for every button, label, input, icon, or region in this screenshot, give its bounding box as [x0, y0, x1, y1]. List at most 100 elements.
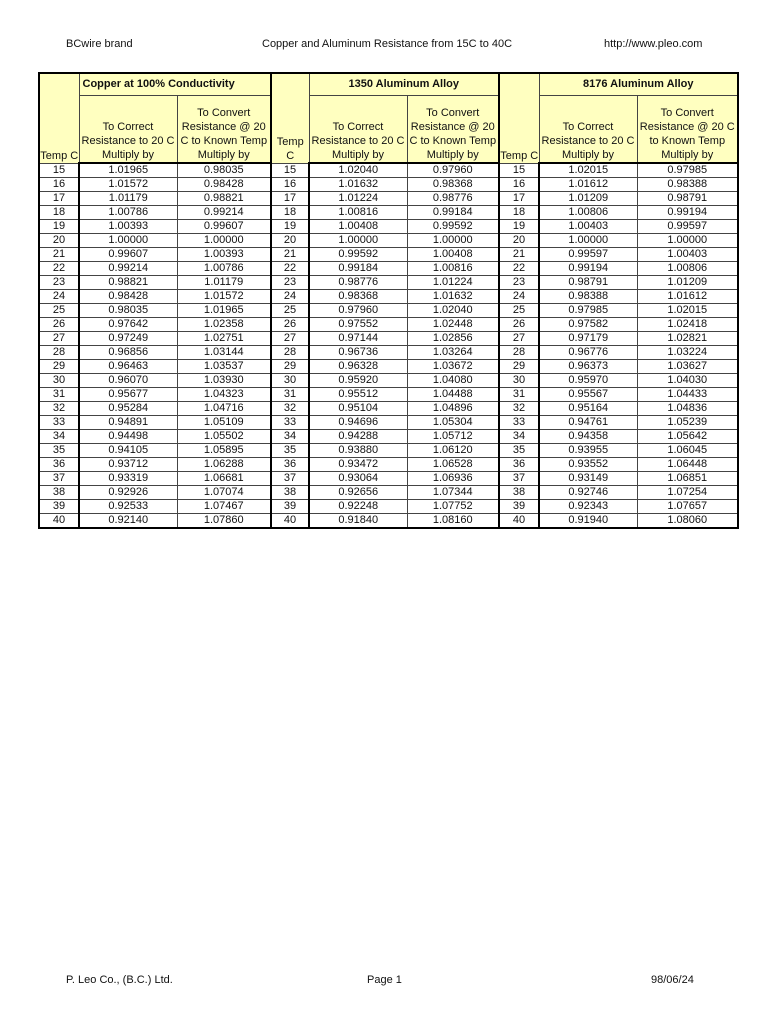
temp-cell: 33 [270, 415, 310, 430]
al8176-convert-cell: 1.06448 [636, 457, 739, 472]
copper-correct-cell: 0.97249 [78, 331, 178, 346]
copper-convert-cell: 1.05895 [176, 443, 272, 458]
temp-cell: 40 [270, 513, 310, 529]
temp-cell: 25 [498, 303, 540, 318]
temp-cell: 15 [498, 162, 540, 178]
copper-correct-cell: 1.00000 [78, 233, 178, 248]
temp-cell: 31 [498, 387, 540, 402]
al1350-convert-cell: 0.98368 [406, 177, 500, 192]
table-row: 25 0.98035 1.01965 25 0.97960 1.02040 25 0.9798… [38, 303, 739, 318]
copper-convert-cell: 1.03537 [176, 359, 272, 374]
table-row: 20 1.00000 1.00000 20 1.00000 1.00000 20 1.0000… [38, 233, 739, 248]
header-title: Copper and Aluminum Resistance from 15C … [262, 38, 513, 50]
copper-convert-cell: 0.99607 [176, 219, 272, 234]
table-row: 21 0.99607 1.00393 21 0.99592 1.00408 21 0.9959… [38, 247, 739, 262]
al1350-correct-cell: 0.94696 [308, 415, 408, 430]
al1350-correct-cell: 0.98368 [308, 289, 408, 304]
copper-correct-cell: 1.00786 [78, 205, 178, 220]
al1350-correct-cell: 1.01224 [308, 191, 408, 206]
col-convert-header: To Convert Resistance @ 20 C to Known Te… [176, 95, 272, 164]
al1350-convert-cell: 1.06528 [406, 457, 500, 472]
temp-cell: 21 [270, 247, 310, 262]
al1350-convert-cell: 1.03672 [406, 359, 500, 374]
temp-cell: 34 [498, 429, 540, 444]
temp-cell: 23 [270, 275, 310, 290]
al1350-convert-cell: 0.97960 [406, 162, 500, 178]
temp-cell: 37 [38, 471, 80, 486]
table-row: 34 0.94498 1.05502 34 0.94288 1.05712 34 0.9435… [38, 429, 739, 444]
al8176-convert-cell: 1.03627 [636, 359, 739, 374]
al8176-correct-cell: 1.02015 [538, 162, 638, 178]
al1350-convert-cell: 1.05712 [406, 429, 500, 444]
temp-cell: 25 [270, 303, 310, 318]
temp-cell: 37 [498, 471, 540, 486]
temp-cell: 16 [38, 177, 80, 192]
al1350-correct-cell: 0.91840 [308, 513, 408, 529]
al1350-convert-cell: 0.99184 [406, 205, 500, 220]
al1350-convert-cell: 1.01632 [406, 289, 500, 304]
header-url: http://www.pleo.com [604, 38, 703, 50]
copper-correct-cell: 0.94105 [78, 443, 178, 458]
al1350-correct-cell: 0.93880 [308, 443, 408, 458]
temp-cell: 28 [498, 345, 540, 360]
al1350-convert-cell: 1.00816 [406, 261, 500, 276]
al8176-convert-cell: 1.05642 [636, 429, 739, 444]
al1350-convert-cell: 1.04080 [406, 373, 500, 388]
temp-cell: 39 [38, 499, 80, 514]
temp-cell: 29 [498, 359, 540, 374]
al1350-correct-cell: 0.92248 [308, 499, 408, 514]
copper-correct-cell: 0.92140 [78, 513, 178, 529]
footer-company: P. Leo Co., (B.C.) Ltd. [66, 974, 173, 986]
temp-cell: 17 [270, 191, 310, 206]
copper-correct-cell: 0.97642 [78, 317, 178, 332]
al8176-convert-cell: 1.04836 [636, 401, 739, 416]
copper-correct-cell: 0.93712 [78, 457, 178, 472]
al1350-convert-cell: 0.98776 [406, 191, 500, 206]
temp-cell: 26 [498, 317, 540, 332]
al8176-correct-cell: 0.95164 [538, 401, 638, 416]
temp-cell: 24 [270, 289, 310, 304]
al1350-convert-cell: 1.06936 [406, 471, 500, 486]
al1350-correct-cell: 0.96328 [308, 359, 408, 374]
copper-correct-cell: 0.94498 [78, 429, 178, 444]
al8176-correct-cell: 0.95970 [538, 373, 638, 388]
table-row: 32 0.95284 1.04716 32 0.95104 1.04896 32 0.9516… [38, 401, 739, 416]
temp-cell: 15 [270, 162, 310, 178]
footer-page: Page 1 [367, 974, 402, 986]
resistance-table: Temp C Copper at 100% Conductivity Temp … [38, 72, 739, 529]
al8176-correct-cell: 0.92343 [538, 499, 638, 514]
table-row: 29 0.96463 1.03537 29 0.96328 1.03672 29 0.9637… [38, 359, 739, 374]
copper-correct-cell: 1.01965 [78, 162, 178, 178]
al8176-convert-cell: 1.03224 [636, 345, 739, 360]
temp-cell: 22 [38, 261, 80, 276]
copper-convert-cell: 1.01572 [176, 289, 272, 304]
temp-cell: 19 [498, 219, 540, 234]
table-row: 22 0.99214 1.00786 22 0.99184 1.00816 22 0.9919… [38, 261, 739, 276]
footer-date: 98/06/24 [651, 974, 694, 986]
temp-cell: 34 [270, 429, 310, 444]
copper-correct-cell: 0.96856 [78, 345, 178, 360]
temp-cell: 26 [270, 317, 310, 332]
temp-cell: 20 [38, 233, 80, 248]
al1350-correct-cell: 0.97552 [308, 317, 408, 332]
al8176-convert-cell: 1.07254 [636, 485, 739, 500]
al1350-convert-cell: 1.06120 [406, 443, 500, 458]
table-row: 33 0.94891 1.05109 33 0.94696 1.05304 33 0.9476… [38, 415, 739, 430]
temp-cell: 30 [38, 373, 80, 388]
copper-convert-cell: 1.01179 [176, 275, 272, 290]
al1350-convert-cell: 1.07752 [406, 499, 500, 514]
col-convert-header: To Convert Resistance @ 20 C to Known Te… [406, 95, 500, 164]
table-row: 38 0.92926 1.07074 38 0.92656 1.07344 38 0.9274… [38, 485, 739, 500]
al8176-correct-cell: 0.92746 [538, 485, 638, 500]
al8176-correct-cell: 0.97985 [538, 303, 638, 318]
al1350-correct-cell: 0.99592 [308, 247, 408, 262]
temp-cell: 19 [38, 219, 80, 234]
al8176-convert-cell: 1.00403 [636, 247, 739, 262]
al8176-correct-cell: 0.99194 [538, 261, 638, 276]
table-row: 31 0.95677 1.04323 31 0.95512 1.04488 31 0.9556… [38, 387, 739, 402]
group-8176-aluminum: 8176 Aluminum Alloy [538, 72, 739, 96]
al8176-correct-cell: 1.01209 [538, 191, 638, 206]
temp-cell: 20 [270, 233, 310, 248]
table-row: 30 0.96070 1.03930 30 0.95920 1.04080 30 0.9597… [38, 373, 739, 388]
copper-convert-cell: 0.99214 [176, 205, 272, 220]
